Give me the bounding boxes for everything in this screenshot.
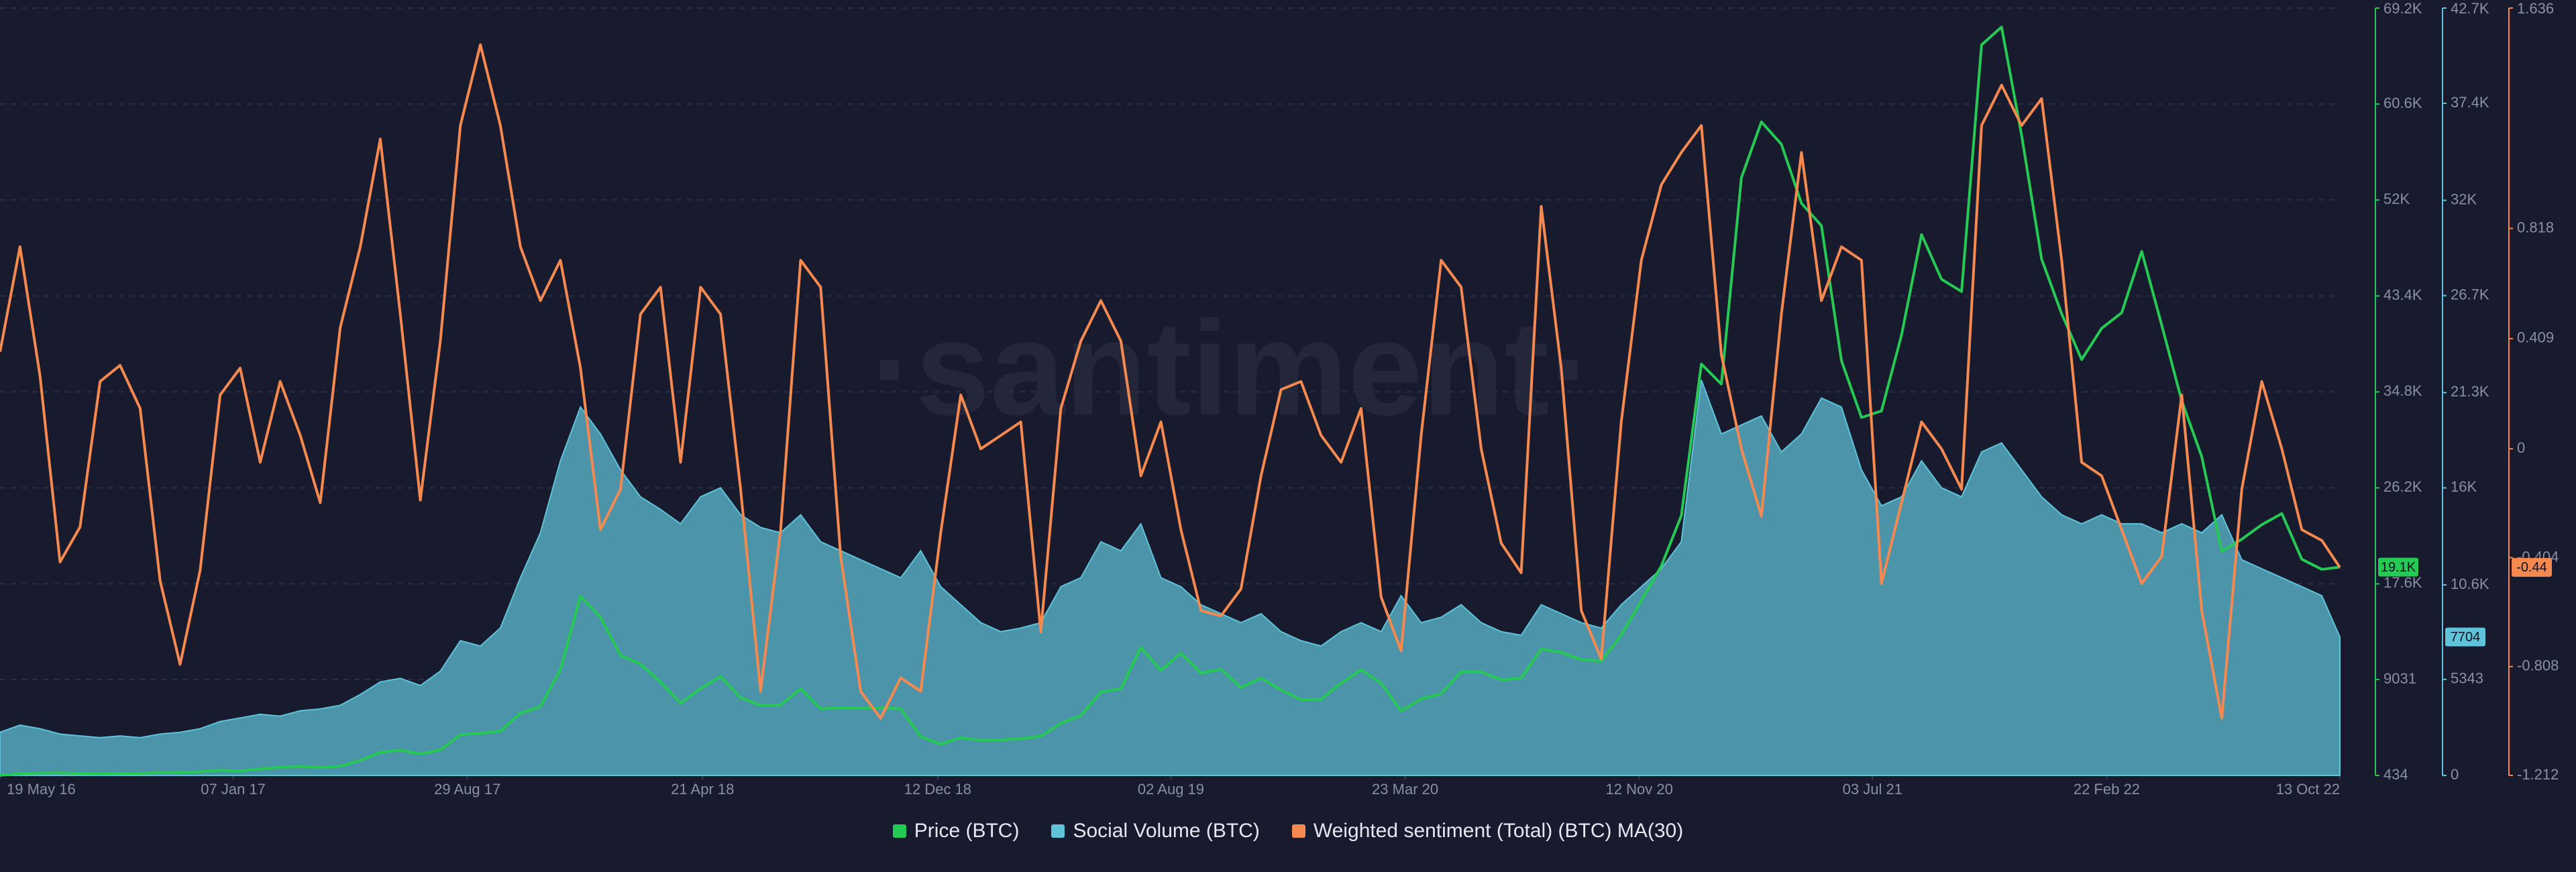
y-tick-label: 42.7K bbox=[2451, 0, 2489, 17]
line bbox=[0, 43, 2341, 720]
y-tick-label: -1.212 bbox=[2517, 766, 2559, 783]
legend-label: Social Volume (BTC) bbox=[1073, 820, 1260, 842]
legend-item[interactable]: Price (BTC) bbox=[892, 820, 1020, 842]
y-tick-label: 60.6K bbox=[2383, 95, 2422, 111]
x-tick-label: 29 Aug 17 bbox=[434, 781, 500, 798]
y-tick-label: 10.6K bbox=[2451, 576, 2489, 592]
y-tick-label: 16K bbox=[2451, 478, 2477, 495]
badge-box bbox=[2445, 627, 2485, 647]
y-tick-label: 32K bbox=[2451, 190, 2477, 207]
watermark: ·santiment· bbox=[871, 294, 1594, 443]
y-tick-label: 69.2K bbox=[2383, 0, 2422, 17]
x-tick-label: 07 Jan 17 bbox=[201, 781, 266, 798]
y-tick-label: 9031 bbox=[2383, 670, 2416, 687]
y-tick-label: 21.3K bbox=[2451, 383, 2489, 400]
y-tick-label: 52K bbox=[2383, 190, 2410, 207]
badge-label: 19.1K bbox=[2381, 560, 2416, 575]
y-tick-label: 5343 bbox=[2451, 670, 2483, 687]
y-tick-label: 1.636 bbox=[2517, 0, 2554, 17]
y-tick-label: 43.4K bbox=[2383, 286, 2422, 303]
legend-item[interactable]: Weighted sentiment (Total) (BTC) MA(30) bbox=[1291, 820, 1684, 842]
last-value-badge: 7704 bbox=[2445, 627, 2485, 647]
legend-swatch bbox=[1291, 824, 1305, 838]
badge-label: 7704 bbox=[2451, 630, 2481, 645]
legend-item[interactable]: Social Volume (BTC) bbox=[1051, 820, 1260, 842]
legend-label: Weighted sentiment (Total) (BTC) MA(30) bbox=[1313, 820, 1684, 842]
y-tick-label: 434 bbox=[2383, 766, 2408, 783]
chart: ·santiment· 434 9031 17.6K 26.2K 34.8K 43.4K 5… bbox=[0, 0, 2559, 798]
y-tick-label: 0.818 bbox=[2517, 219, 2554, 235]
legend-swatch bbox=[1051, 824, 1065, 838]
y-tick-label: 0 bbox=[2517, 439, 2525, 456]
last-value-badge: -0.44 bbox=[2512, 557, 2552, 577]
x-tick-label: 23 Mar 20 bbox=[1372, 781, 1438, 798]
y-tick-label: 26.2K bbox=[2383, 478, 2422, 495]
badge-box bbox=[2378, 557, 2418, 577]
y-tick-label: 0.409 bbox=[2517, 329, 2554, 346]
badge-label: -0.44 bbox=[2516, 560, 2547, 575]
x-tick-label: 12 Dec 18 bbox=[904, 781, 971, 798]
legend: Price (BTC) Social Volume (BTC) Weighted s… bbox=[0, 820, 2576, 842]
area bbox=[0, 380, 2341, 776]
y-tick-label: 37.4K bbox=[2451, 94, 2489, 111]
last-value-badge: 19.1K bbox=[2378, 557, 2418, 577]
badge-box bbox=[2512, 557, 2552, 577]
line bbox=[0, 25, 2341, 777]
y-tick-label: 34.8K bbox=[2383, 382, 2422, 399]
x-tick-label: 13 Oct 22 bbox=[2276, 781, 2340, 798]
y-tick-label: 26.7K bbox=[2451, 286, 2489, 303]
x-tick-label: 02 Aug 19 bbox=[1138, 781, 1204, 798]
y-tick-label: 17.6K bbox=[2383, 574, 2422, 591]
y-tick-label: 0 bbox=[2451, 766, 2459, 783]
x-tick-label: 19 May 16 bbox=[7, 781, 76, 798]
legend-swatch bbox=[892, 824, 906, 838]
x-tick-label: 12 Nov 20 bbox=[1606, 781, 1673, 798]
legend-label: Price (BTC) bbox=[914, 820, 1020, 842]
x-tick-label: 03 Jul 21 bbox=[1843, 781, 1902, 798]
x-tick-label: 21 Apr 18 bbox=[671, 781, 734, 798]
y-tick-label: -0.808 bbox=[2517, 657, 2559, 674]
x-tick-label: 22 Feb 22 bbox=[2074, 781, 2140, 798]
